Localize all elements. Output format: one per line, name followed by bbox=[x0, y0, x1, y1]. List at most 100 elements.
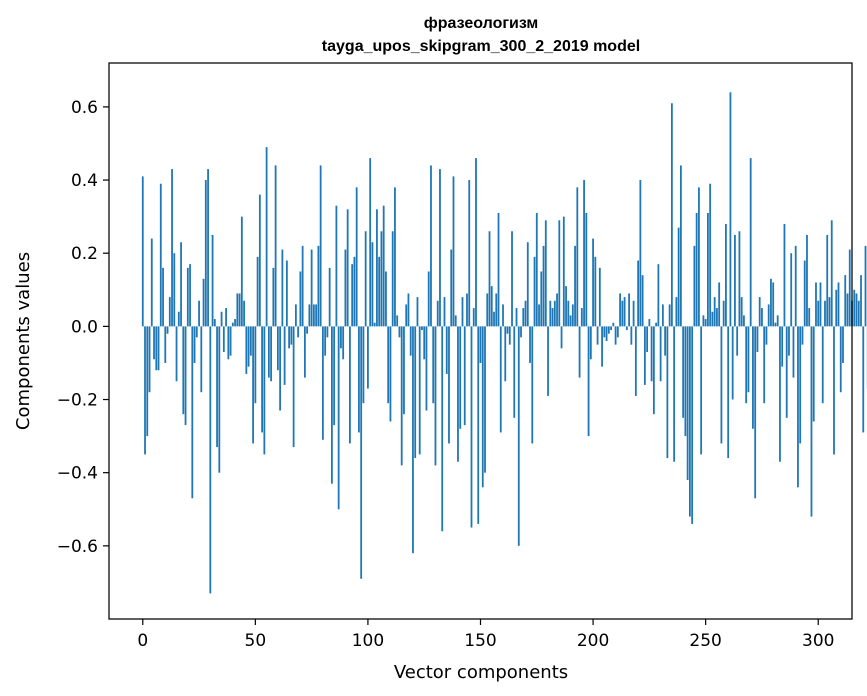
bar-119 bbox=[409, 326, 412, 356]
bar-295 bbox=[806, 234, 808, 327]
bar-135 bbox=[445, 326, 448, 374]
bar-7 bbox=[157, 326, 160, 371]
bar-149 bbox=[477, 326, 480, 524]
bar-228 bbox=[655, 322, 658, 327]
bar-51 bbox=[256, 256, 259, 327]
bar-231 bbox=[661, 304, 664, 327]
bar-220 bbox=[637, 260, 640, 327]
bar-269 bbox=[747, 326, 750, 393]
bar-300 bbox=[817, 300, 820, 327]
bar-57 bbox=[270, 326, 273, 382]
bar-18 bbox=[182, 326, 185, 415]
bar-47 bbox=[247, 326, 250, 367]
bar-194 bbox=[578, 326, 581, 378]
bar-125 bbox=[423, 326, 426, 360]
bar-91 bbox=[346, 209, 349, 327]
bar-206 bbox=[605, 326, 608, 341]
bar-127 bbox=[427, 271, 430, 327]
bar-98 bbox=[362, 326, 365, 404]
bar-279 bbox=[770, 278, 772, 327]
x-tick-label: 250 bbox=[689, 631, 721, 651]
bar-317 bbox=[855, 293, 858, 327]
bar-207 bbox=[607, 326, 610, 334]
bar-52 bbox=[258, 194, 261, 327]
bar-285 bbox=[783, 223, 786, 327]
bar-175 bbox=[535, 212, 538, 327]
bar-241 bbox=[684, 326, 687, 437]
bar-27 bbox=[202, 278, 205, 327]
bar-59 bbox=[274, 165, 277, 327]
bar-19 bbox=[184, 326, 187, 426]
bar-155 bbox=[490, 286, 493, 327]
bar-268 bbox=[745, 326, 748, 404]
bar-244 bbox=[691, 326, 694, 524]
x-tick-label: 200 bbox=[577, 631, 609, 651]
bar-122 bbox=[416, 297, 419, 327]
bar-24 bbox=[195, 326, 198, 338]
y-axis-label: Components values bbox=[13, 252, 34, 430]
bar-147 bbox=[472, 308, 475, 327]
bar-219 bbox=[634, 326, 637, 396]
bar-110 bbox=[389, 326, 392, 422]
chart-title-line-2: tayga_upos_skipgram_300_2_2019 model bbox=[322, 38, 640, 55]
bar-180 bbox=[547, 326, 549, 396]
bar-321 bbox=[864, 245, 867, 327]
bar-17 bbox=[180, 242, 182, 327]
bar-193 bbox=[576, 187, 579, 327]
bar-39 bbox=[229, 326, 232, 356]
bar-233 bbox=[666, 326, 669, 459]
bar-71 bbox=[301, 245, 304, 327]
bar-50 bbox=[254, 326, 257, 404]
bar-10 bbox=[164, 326, 167, 363]
bar-72 bbox=[303, 326, 306, 378]
bar-97 bbox=[360, 326, 363, 579]
bar-225 bbox=[648, 319, 651, 327]
bar-92 bbox=[349, 326, 351, 444]
bar-314 bbox=[848, 249, 851, 327]
bar-93 bbox=[351, 264, 354, 327]
bar-200 bbox=[592, 238, 594, 327]
bar-158 bbox=[497, 212, 500, 327]
bar-15 bbox=[175, 326, 178, 382]
bar-179 bbox=[544, 220, 547, 327]
bar-13 bbox=[171, 169, 173, 327]
bar-224 bbox=[646, 326, 649, 352]
bar-130 bbox=[434, 326, 437, 466]
bar-249 bbox=[702, 315, 705, 327]
bar-291 bbox=[797, 326, 799, 488]
bar-222 bbox=[641, 275, 644, 327]
bar-126 bbox=[425, 326, 428, 411]
bar-16 bbox=[177, 311, 180, 327]
bar-32 bbox=[213, 319, 216, 327]
bar-280 bbox=[772, 282, 775, 327]
bar-88 bbox=[340, 326, 342, 349]
bar-94 bbox=[353, 256, 356, 327]
bar-161 bbox=[504, 326, 507, 382]
bar-4 bbox=[150, 238, 153, 327]
bar-217 bbox=[630, 326, 633, 345]
bar-201 bbox=[594, 256, 597, 327]
bar-146 bbox=[470, 326, 473, 528]
bar-68 bbox=[294, 304, 297, 327]
bar-212 bbox=[619, 293, 621, 327]
bar-84 bbox=[331, 326, 333, 484]
bar-40 bbox=[231, 322, 234, 327]
bar-54 bbox=[263, 326, 266, 455]
bar-106 bbox=[380, 231, 383, 327]
bar-196 bbox=[583, 180, 585, 327]
bar-296 bbox=[808, 308, 811, 327]
bar-145 bbox=[468, 180, 471, 327]
bar-118 bbox=[407, 293, 410, 327]
bar-234 bbox=[668, 304, 671, 327]
bar-113 bbox=[396, 315, 399, 327]
bar-36 bbox=[222, 326, 225, 352]
bar-246 bbox=[695, 212, 698, 327]
bar-186 bbox=[560, 326, 563, 349]
bar-1 bbox=[144, 326, 146, 455]
bar-263 bbox=[734, 234, 736, 327]
x-tick-label: 50 bbox=[245, 631, 267, 651]
bar-302 bbox=[821, 326, 824, 404]
x-tick-label: 150 bbox=[464, 631, 496, 651]
bar-299 bbox=[815, 282, 817, 327]
bar-169 bbox=[522, 308, 525, 327]
